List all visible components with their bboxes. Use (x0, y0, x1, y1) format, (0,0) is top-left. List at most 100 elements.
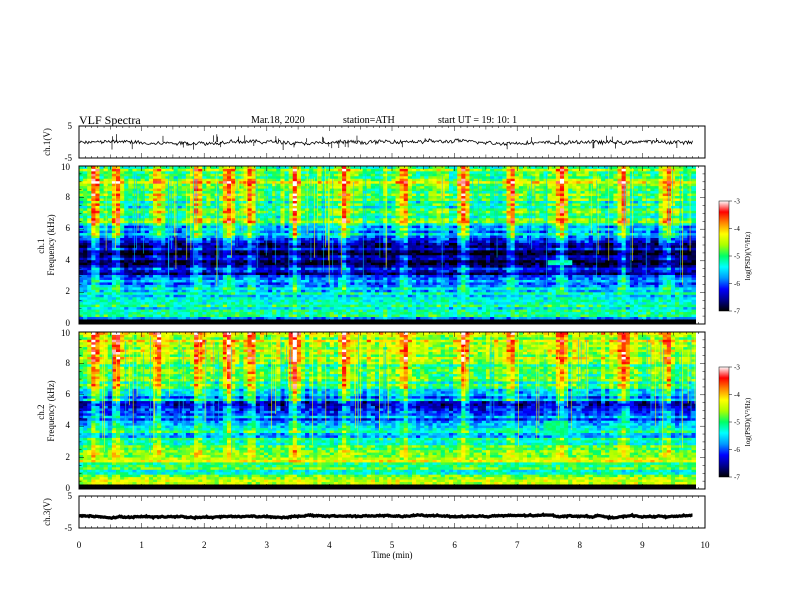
spectrogram-cell (116, 247, 121, 250)
spectrogram-cell (116, 260, 121, 263)
spectrogram-cell (145, 233, 150, 236)
spectrogram-cell (91, 225, 96, 228)
spectrogram-cell (178, 302, 183, 305)
spectrogram-cell (87, 282, 92, 285)
spectrogram-cell (141, 250, 146, 253)
spectrogram-cell (137, 317, 142, 320)
spectrogram-cell (95, 188, 100, 191)
spectrogram-cell (153, 176, 158, 179)
spectrogram-cell (128, 201, 133, 204)
spectrogram-cell (161, 260, 166, 263)
spectrogram-cell (87, 302, 92, 305)
spectrogram-cell (174, 285, 179, 288)
spectrogram-cell (157, 210, 162, 213)
spectrogram-cell (112, 193, 117, 196)
spectrogram-cell (128, 225, 133, 228)
spectrogram-cell (83, 203, 88, 206)
spectrogram-cell (153, 275, 158, 278)
spectrogram-cell (100, 223, 105, 226)
spectrogram-cell (161, 206, 166, 209)
spectrogram-cell (178, 257, 183, 260)
spectrogram-cell (108, 245, 113, 248)
spectrogram-cell (132, 314, 137, 317)
spectrogram-cell (132, 317, 137, 320)
spectrogram-cell (104, 275, 109, 278)
spectrogram-cell (91, 188, 96, 191)
spectrogram-cell (145, 208, 150, 211)
spectrogram-cell (137, 206, 142, 209)
spectrogram-cell (141, 307, 146, 310)
spectrogram-cell (83, 230, 88, 233)
spectrogram-cell (83, 233, 88, 236)
spectrogram-cell (153, 252, 158, 255)
spectrogram-cell (161, 208, 166, 211)
ch1-waveform-panel: 5 -5 ch.1(V) (42, 121, 705, 163)
spectrogram-cell (120, 262, 125, 265)
spectrogram-cell (95, 270, 100, 273)
spectrogram-cell (124, 287, 129, 290)
spectrogram-cell (108, 198, 113, 201)
spectrogram-cell (87, 280, 92, 283)
spectrogram-cell (149, 277, 154, 280)
spectrogram-cell (149, 285, 154, 288)
spectrogram-cell (161, 201, 166, 204)
spectrogram-cell (128, 223, 133, 226)
spectrogram-cell (100, 228, 105, 231)
spectrogram-cell (108, 218, 113, 221)
spectrogram-cell (178, 294, 183, 297)
spectrogram-cell (79, 233, 84, 236)
spectrogram-cell (83, 299, 88, 302)
spectrogram-cell (165, 186, 170, 189)
spectrogram-cell (161, 319, 166, 322)
spectrogram-cell (178, 309, 183, 312)
spectrogram-cell (128, 319, 133, 322)
spectrogram-cell (124, 299, 129, 302)
spectrogram-cell (112, 213, 117, 216)
spectrogram-cell (145, 225, 150, 228)
ch1-waveform-trace (79, 134, 693, 150)
spectrogram-cell (91, 314, 96, 317)
spectrogram-cell (91, 215, 96, 218)
spectrogram-cell (79, 220, 84, 223)
spectrogram-cell (120, 270, 125, 273)
spectrogram-cell (116, 206, 121, 209)
spectrogram-cell (83, 282, 88, 285)
spectrogram-cell (169, 319, 174, 322)
spectrogram-cell (87, 206, 92, 209)
spectrogram-cell (100, 240, 105, 243)
spectrogram-cell (112, 208, 117, 211)
spectrogram-cell (161, 252, 166, 255)
spectrogram-cell (137, 243, 142, 246)
spectrogram-cell (145, 292, 150, 295)
spectrogram-cell (124, 243, 129, 246)
spectrogram-cell (87, 287, 92, 290)
spectrogram-cell (157, 302, 162, 305)
spectrogram-cell (141, 186, 146, 189)
spectrogram-cell (165, 203, 170, 206)
spectrogram-cell (112, 173, 117, 176)
spectrogram-cell (124, 282, 129, 285)
spectrogram-cell (104, 292, 109, 295)
spectrogram-cell (145, 213, 150, 216)
spectrogram-cell (137, 171, 142, 174)
spectrogram-cell (79, 287, 84, 290)
spectrogram-cell (91, 171, 96, 174)
spectrogram-cell (157, 272, 162, 275)
spectrogram-cell (165, 218, 170, 221)
spectrogram-cell (161, 215, 166, 218)
spectrogram-cell (124, 193, 129, 196)
spectrogram-cell (95, 186, 100, 189)
spectrogram-cell (79, 183, 84, 186)
spectrogram-cell (149, 282, 154, 285)
spectrogram-cell (112, 218, 117, 221)
spectrogram-cell (145, 282, 150, 285)
spectrogram-cell (149, 193, 154, 196)
spectrogram-cell (153, 280, 158, 283)
spectrogram-cell (145, 228, 150, 231)
spectrogram-cell (91, 178, 96, 181)
spectrogram-cell (100, 196, 105, 199)
spectrogram-cell (87, 267, 92, 270)
spectrogram-cell (104, 260, 109, 263)
spectrogram-cell (165, 317, 170, 320)
spectrogram-cell (132, 299, 137, 302)
